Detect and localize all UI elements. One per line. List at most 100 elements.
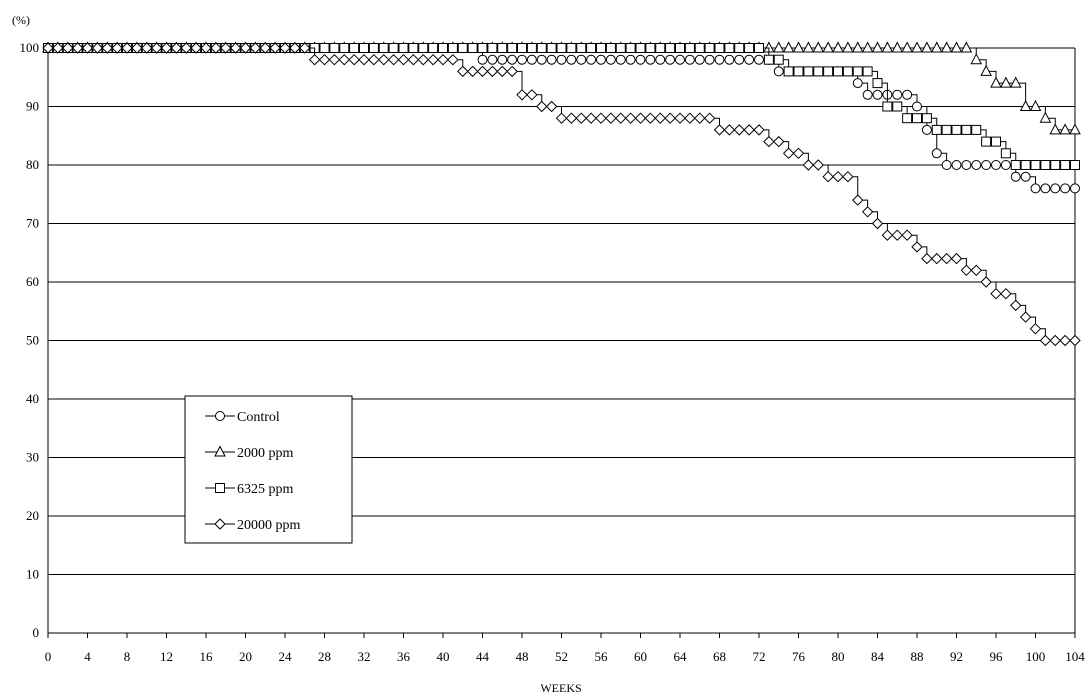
data-point-6325-ppm bbox=[1030, 160, 1041, 170]
legend-marker-diamond bbox=[214, 518, 226, 530]
data-point-6325-ppm bbox=[1010, 160, 1021, 170]
data-point-20000-ppm bbox=[782, 147, 795, 160]
y-tick-label: 30 bbox=[26, 450, 39, 465]
data-point-20000-ppm bbox=[308, 53, 321, 66]
x-tick-label: 84 bbox=[871, 649, 885, 664]
data-point-20000-ppm bbox=[733, 124, 745, 136]
data-point-control bbox=[921, 124, 932, 135]
data-point-20000-ppm bbox=[812, 159, 824, 171]
data-point-control bbox=[536, 54, 547, 65]
x-tick-label: 68 bbox=[713, 649, 726, 664]
data-point-6325-ppm bbox=[1000, 148, 1011, 159]
data-point-control bbox=[1000, 160, 1011, 170]
data-point-control bbox=[655, 54, 666, 65]
data-point-6325-ppm bbox=[763, 54, 774, 65]
data-point-6325-ppm bbox=[438, 43, 448, 53]
data-point-20000-ppm bbox=[536, 100, 548, 113]
data-point-20000-ppm bbox=[279, 42, 291, 54]
data-point-2000-ppm bbox=[1000, 76, 1012, 88]
y-tick-label: 90 bbox=[26, 99, 39, 114]
data-point-6325-ppm bbox=[487, 43, 498, 53]
data-point-20000-ppm bbox=[170, 42, 183, 54]
x-axis-title: WEEKS bbox=[540, 681, 581, 695]
y-tick-label: 60 bbox=[26, 274, 39, 289]
data-point-control bbox=[734, 54, 745, 65]
data-point-20000-ppm bbox=[575, 112, 587, 124]
x-tick-label: 32 bbox=[358, 649, 371, 664]
y-tick-label: 10 bbox=[26, 567, 39, 582]
data-point-20000-ppm bbox=[397, 53, 410, 66]
data-point-6325-ppm bbox=[961, 124, 972, 135]
data-point-6325-ppm bbox=[783, 66, 794, 77]
data-point-6325-ppm bbox=[339, 43, 350, 53]
data-point-20000-ppm bbox=[861, 206, 874, 218]
legend-label: 20000 ppm bbox=[237, 518, 301, 533]
y-tick-label: 50 bbox=[26, 333, 39, 348]
data-point-control bbox=[645, 54, 656, 65]
data-point-20000-ppm bbox=[180, 42, 192, 54]
data-point-6325-ppm bbox=[596, 43, 606, 53]
data-point-control bbox=[566, 54, 577, 65]
data-point-6325-ppm bbox=[586, 43, 597, 53]
x-tick-labels: 0 4 8 12 16 20 24 28 32 36 40 44 48 52 56 60 64 68 72 76 80 8… bbox=[45, 649, 1086, 664]
data-point-6325-ppm bbox=[576, 43, 587, 53]
data-point-20000-ppm bbox=[496, 65, 508, 78]
data-point-2000-ppm bbox=[782, 41, 795, 53]
data-point-control bbox=[487, 54, 498, 65]
data-point-6325-ppm bbox=[645, 43, 656, 53]
data-point-20000-ppm bbox=[387, 53, 400, 66]
data-point-6325-ppm bbox=[862, 66, 873, 77]
y-axis-title: (%) bbox=[12, 13, 30, 27]
data-point-6325-ppm bbox=[546, 43, 557, 53]
y-tick-label: 100 bbox=[20, 40, 40, 55]
data-point-20000-ppm bbox=[1059, 334, 1071, 347]
data-point-20000-ppm bbox=[891, 229, 903, 241]
data-point-20000-ppm bbox=[1000, 287, 1012, 300]
data-point-6325-ppm bbox=[418, 43, 429, 53]
data-point-2000-ppm bbox=[832, 41, 844, 53]
data-point-20000-ppm bbox=[1010, 299, 1022, 312]
data-point-20000-ppm bbox=[852, 194, 864, 206]
data-point-6325-ppm bbox=[1050, 160, 1061, 170]
data-point-control bbox=[862, 89, 873, 100]
data-point-control bbox=[1010, 171, 1021, 182]
data-point-6325-ppm bbox=[329, 43, 340, 53]
data-point-6325-ppm bbox=[536, 43, 547, 53]
data-point-20000-ppm bbox=[141, 42, 153, 54]
data-point-2000-ppm bbox=[911, 41, 923, 53]
series-group bbox=[42, 41, 1081, 347]
data-point-20000-ppm bbox=[970, 264, 982, 277]
data-point-6325-ppm bbox=[319, 43, 330, 53]
data-point-20000-ppm bbox=[664, 112, 676, 124]
data-point-20000-ppm bbox=[160, 42, 173, 54]
data-point-6325-ppm bbox=[892, 101, 903, 112]
data-point-20000-ppm bbox=[911, 241, 923, 253]
data-point-2000-ppm bbox=[1029, 99, 1042, 111]
legend-marker-square bbox=[215, 483, 225, 493]
data-point-20000-ppm bbox=[52, 42, 64, 54]
data-point-20000-ppm bbox=[62, 42, 74, 54]
data-point-control bbox=[1030, 183, 1041, 194]
data-point-control bbox=[744, 54, 755, 65]
data-point-20000-ppm bbox=[595, 112, 607, 124]
data-point-2000-ppm bbox=[802, 41, 815, 53]
data-point-20000-ppm bbox=[229, 42, 242, 54]
data-point-20000-ppm bbox=[822, 170, 834, 183]
data-point-20000-ppm bbox=[694, 112, 706, 124]
data-point-20000-ppm bbox=[239, 42, 252, 54]
x-tick-label: 48 bbox=[516, 649, 529, 664]
x-tick-label: 100 bbox=[1026, 649, 1046, 664]
data-point-20000-ppm bbox=[921, 252, 933, 265]
data-point-control bbox=[546, 54, 557, 65]
series-20000-ppm bbox=[42, 42, 1081, 347]
x-tick-label: 16 bbox=[200, 649, 214, 664]
data-point-20000-ppm bbox=[378, 53, 390, 66]
data-point-2000-ppm bbox=[772, 41, 785, 53]
data-point-20000-ppm bbox=[555, 112, 568, 124]
data-point-6325-ppm bbox=[902, 113, 913, 124]
data-point-20000-ppm bbox=[901, 229, 913, 241]
x-tick-label: 64 bbox=[674, 649, 688, 664]
data-point-20000-ppm bbox=[773, 135, 785, 148]
x-tick-label: 76 bbox=[792, 649, 806, 664]
data-point-20000-ppm bbox=[121, 42, 133, 54]
